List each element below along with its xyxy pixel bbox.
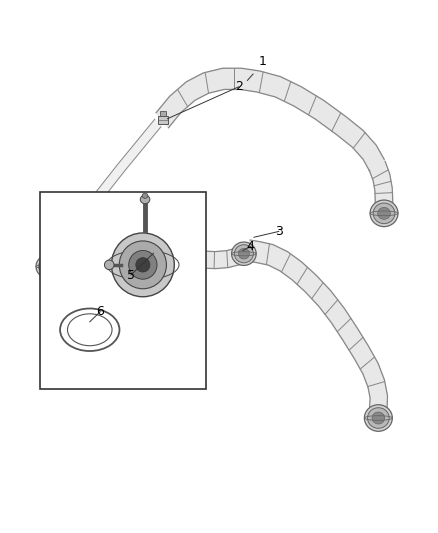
FancyBboxPatch shape — [143, 245, 162, 265]
Ellipse shape — [148, 234, 157, 238]
Ellipse shape — [364, 405, 392, 431]
Bar — [160, 111, 166, 116]
Ellipse shape — [372, 412, 385, 424]
Ellipse shape — [373, 203, 395, 224]
Ellipse shape — [67, 314, 112, 346]
Text: 6: 6 — [96, 305, 104, 318]
Ellipse shape — [367, 408, 389, 429]
Polygon shape — [47, 119, 161, 264]
Ellipse shape — [378, 207, 390, 219]
Ellipse shape — [111, 233, 174, 297]
Ellipse shape — [234, 245, 254, 263]
Text: 4: 4 — [247, 240, 254, 253]
Ellipse shape — [42, 261, 53, 272]
Ellipse shape — [129, 251, 157, 279]
Text: 5: 5 — [127, 269, 135, 281]
Polygon shape — [369, 161, 393, 203]
Polygon shape — [247, 240, 388, 408]
Bar — [150, 236, 155, 248]
Bar — [40, 192, 206, 389]
Ellipse shape — [142, 193, 148, 198]
Ellipse shape — [140, 195, 150, 204]
Ellipse shape — [238, 248, 249, 259]
Text: 1: 1 — [259, 55, 267, 68]
Text: 3: 3 — [275, 225, 283, 238]
Polygon shape — [156, 68, 384, 172]
Ellipse shape — [119, 241, 166, 289]
Ellipse shape — [370, 200, 398, 227]
Ellipse shape — [232, 242, 256, 265]
Text: 2: 2 — [235, 80, 243, 93]
Ellipse shape — [36, 255, 60, 278]
Polygon shape — [162, 242, 241, 269]
Ellipse shape — [39, 258, 57, 275]
Ellipse shape — [104, 260, 114, 270]
Ellipse shape — [136, 257, 150, 272]
Bar — [158, 116, 168, 124]
